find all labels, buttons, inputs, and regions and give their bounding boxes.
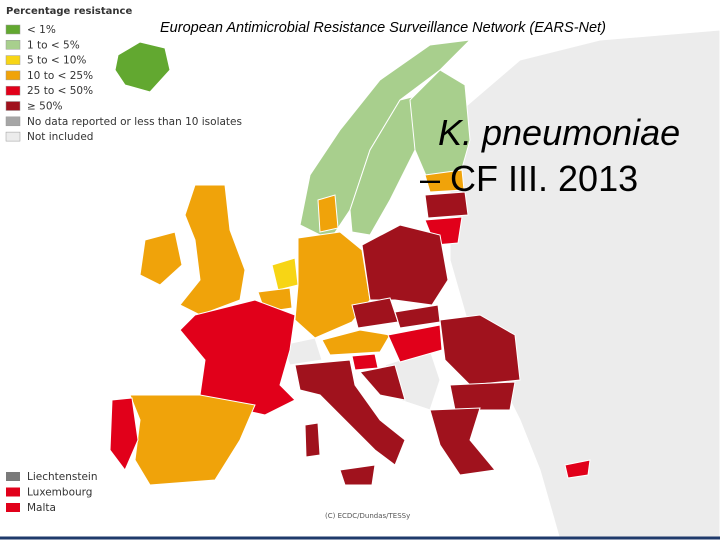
legend-label: 25 to < 50% <box>27 85 93 97</box>
cyprus <box>564 459 591 479</box>
netherlands <box>271 257 299 291</box>
small-state-label: Malta <box>27 502 56 514</box>
italy <box>294 359 406 466</box>
germany <box>294 231 371 339</box>
legend-title: Percentage resistance <box>6 6 132 17</box>
legend-swatch <box>5 70 21 81</box>
legend-swatch <box>5 24 21 35</box>
legend-label: 10 to < 25% <box>27 70 93 82</box>
small-state-swatch <box>6 487 20 497</box>
ireland <box>139 231 183 286</box>
iceland <box>114 41 171 93</box>
legend-label: 1 to < 5% <box>27 39 80 51</box>
legend-label: No data reported or less than 10 isolate… <box>27 116 242 128</box>
portugal <box>109 397 139 471</box>
legend-swatch <box>5 40 21 50</box>
countries <box>109 29 720 540</box>
greece <box>429 407 496 476</box>
hungary <box>387 324 443 363</box>
small-states: Liechtenstein Luxembourg Malta <box>6 471 98 514</box>
small-state-swatch <box>6 472 20 481</box>
latvia <box>424 191 469 219</box>
credit: (C) ECDC/Dundas/TESSy <box>325 512 410 520</box>
denmark <box>317 194 339 233</box>
title-line2: – CF III. 2013 <box>420 158 639 199</box>
slovakia <box>394 304 441 329</box>
legend-swatch <box>5 116 21 127</box>
spain <box>129 394 256 486</box>
croatia <box>359 364 406 401</box>
legend-swatch <box>5 101 21 111</box>
uk <box>179 184 246 316</box>
title-line1: K. pneumoniae <box>438 112 681 153</box>
poland <box>361 224 449 306</box>
romania <box>439 314 521 386</box>
legend-swatch <box>5 131 21 142</box>
norway <box>299 39 472 241</box>
header: European Antimicrobial Resistance Survei… <box>160 20 606 36</box>
sardinia <box>304 422 321 458</box>
legend-swatch <box>5 85 21 96</box>
legend-label: 5 to < 10% <box>27 55 86 67</box>
bulgaria <box>449 381 516 411</box>
finland <box>409 69 471 186</box>
legend-swatch <box>5 55 21 65</box>
legend: Percentage resistance < 1% 1 to < 5% 5 to … <box>5 6 242 143</box>
france <box>179 299 296 416</box>
estonia <box>424 169 465 193</box>
slovenia <box>351 353 379 371</box>
small-state-label: Luxembourg <box>27 487 92 499</box>
small-state-label: Liechtenstein <box>27 471 98 483</box>
legend-label: ≥ 50% <box>27 101 62 113</box>
legend-label: Not included <box>27 131 93 143</box>
austria <box>321 329 391 356</box>
title: K. pneumoniae – CF III. 2013 <box>420 110 720 202</box>
legend-label: < 1% <box>27 24 56 36</box>
small-state-swatch <box>6 503 20 512</box>
sicily <box>339 464 376 486</box>
